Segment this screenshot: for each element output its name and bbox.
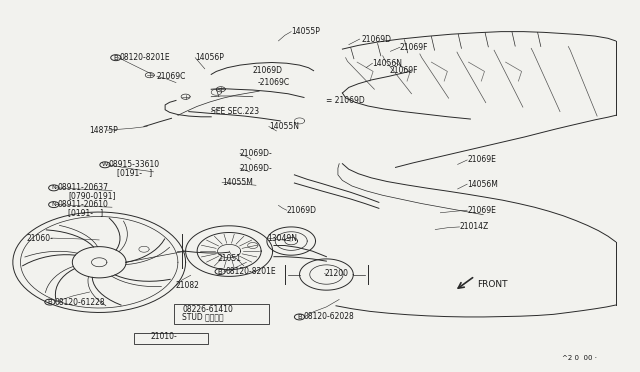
Text: 14055P: 14055P <box>291 27 320 36</box>
Text: N: N <box>51 202 56 207</box>
Text: 08226-61410: 08226-61410 <box>182 305 233 314</box>
Text: 21200: 21200 <box>324 269 349 278</box>
Text: FRONT: FRONT <box>477 280 508 289</box>
Text: B: B <box>297 314 302 320</box>
Text: 21069F: 21069F <box>389 66 418 75</box>
Text: 14055N: 14055N <box>269 122 299 131</box>
Text: 08911-20637: 08911-20637 <box>58 183 109 192</box>
Text: B: B <box>47 299 52 305</box>
Text: 21069D: 21069D <box>253 66 283 75</box>
Text: 14056P: 14056P <box>195 53 224 62</box>
Text: STUD スタッド: STUD スタッド <box>182 312 224 321</box>
Text: W: W <box>102 162 108 167</box>
Text: 21069D-: 21069D- <box>240 164 273 173</box>
Text: 21069C: 21069C <box>157 72 186 81</box>
Text: 14055M: 14055M <box>222 178 253 187</box>
Text: 08120-8201E: 08120-8201E <box>225 267 276 276</box>
Text: N: N <box>51 185 56 190</box>
Text: 21051: 21051 <box>218 254 242 263</box>
Text: 21069D: 21069D <box>287 206 317 215</box>
Text: 08120-8201E: 08120-8201E <box>120 53 170 62</box>
Text: 21010-: 21010- <box>150 332 177 341</box>
Text: 08911-20610: 08911-20610 <box>58 200 108 209</box>
Text: 21069E: 21069E <box>467 206 496 215</box>
Text: B: B <box>113 55 118 61</box>
Text: B: B <box>218 269 223 275</box>
Text: 14056N: 14056N <box>372 59 403 68</box>
Text: 21069D-: 21069D- <box>240 149 273 158</box>
Text: ^2 0  00 ·: ^2 0 00 · <box>562 355 597 361</box>
Text: 21069F: 21069F <box>400 43 429 52</box>
Text: 21060-: 21060- <box>27 234 54 243</box>
Text: SEE SEC.223: SEE SEC.223 <box>211 107 259 116</box>
Text: [0790-0191]: [0790-0191] <box>68 192 116 201</box>
Text: [0191-   ]: [0191- ] <box>68 208 104 217</box>
Text: 21082: 21082 <box>176 281 200 290</box>
Text: 21069D: 21069D <box>362 35 392 44</box>
Bar <box>174 304 269 324</box>
Text: 21014Z: 21014Z <box>460 222 489 231</box>
Text: 08120-61228: 08120-61228 <box>54 298 105 307</box>
Text: 21069E: 21069E <box>467 155 496 164</box>
Text: 14875P: 14875P <box>90 126 118 135</box>
Bar <box>134 333 208 344</box>
Text: 08120-62028: 08120-62028 <box>304 312 355 321</box>
Text: 13049N: 13049N <box>268 234 298 243</box>
Text: 14056M: 14056M <box>467 180 498 189</box>
Text: 08915-33610: 08915-33610 <box>109 160 160 169</box>
Text: = 21069D: = 21069D <box>326 96 365 105</box>
Text: -21069C: -21069C <box>257 78 289 87</box>
Text: [0191-   ]: [0191- ] <box>117 169 152 177</box>
